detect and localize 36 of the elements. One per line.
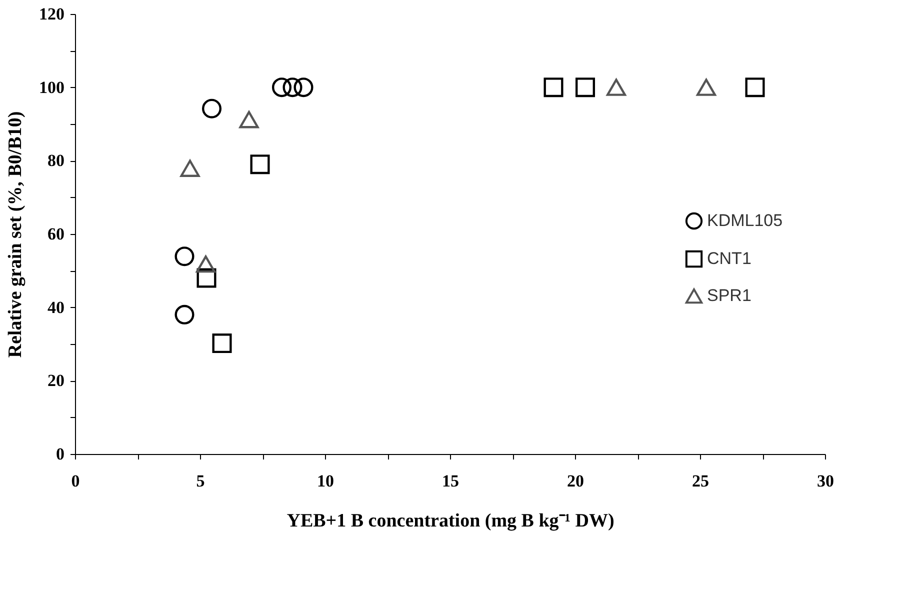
legend-label: KDML105 bbox=[707, 211, 783, 230]
legend-label: CNT1 bbox=[707, 249, 752, 268]
point bbox=[180, 160, 200, 177]
legend-label: SPR1 bbox=[707, 286, 752, 305]
point bbox=[575, 78, 596, 98]
y-tick-label: 60 bbox=[48, 224, 64, 244]
y-tick-label: 20 bbox=[48, 371, 64, 390]
y-tick-label: 0 bbox=[56, 444, 64, 464]
y-tick-label: 120 bbox=[39, 4, 64, 24]
point bbox=[174, 246, 194, 266]
point bbox=[606, 78, 626, 96]
point bbox=[196, 255, 216, 273]
point bbox=[174, 304, 194, 324]
point bbox=[212, 334, 232, 354]
y-tick-label: 40 bbox=[48, 298, 64, 317]
point bbox=[282, 78, 302, 98]
point bbox=[196, 268, 216, 288]
point bbox=[272, 78, 292, 98]
y-tick-label: 80 bbox=[48, 151, 64, 170]
x-tick-label: 25 bbox=[692, 472, 709, 490]
y-tick-label: 100 bbox=[39, 78, 64, 97]
x-tick-label: 20 bbox=[567, 472, 584, 490]
point bbox=[202, 98, 222, 118]
point bbox=[696, 78, 716, 96]
point bbox=[239, 111, 259, 128]
point bbox=[250, 154, 270, 174]
point bbox=[544, 78, 564, 98]
point bbox=[294, 78, 314, 98]
y-axis-title: Relative grain set (%, B0/B10) bbox=[5, 111, 26, 358]
point bbox=[745, 78, 765, 98]
x-tick-label: 5 bbox=[196, 472, 205, 490]
x-tick-label: 15 bbox=[442, 472, 459, 490]
x-tick-label: 10 bbox=[317, 472, 334, 490]
x-tick-label: 30 bbox=[817, 472, 834, 490]
x-axis-title: YEB+1 B concentration (mg B kg⁻¹ DW) bbox=[286, 510, 614, 532]
x-tick-label: 0 bbox=[71, 472, 80, 490]
